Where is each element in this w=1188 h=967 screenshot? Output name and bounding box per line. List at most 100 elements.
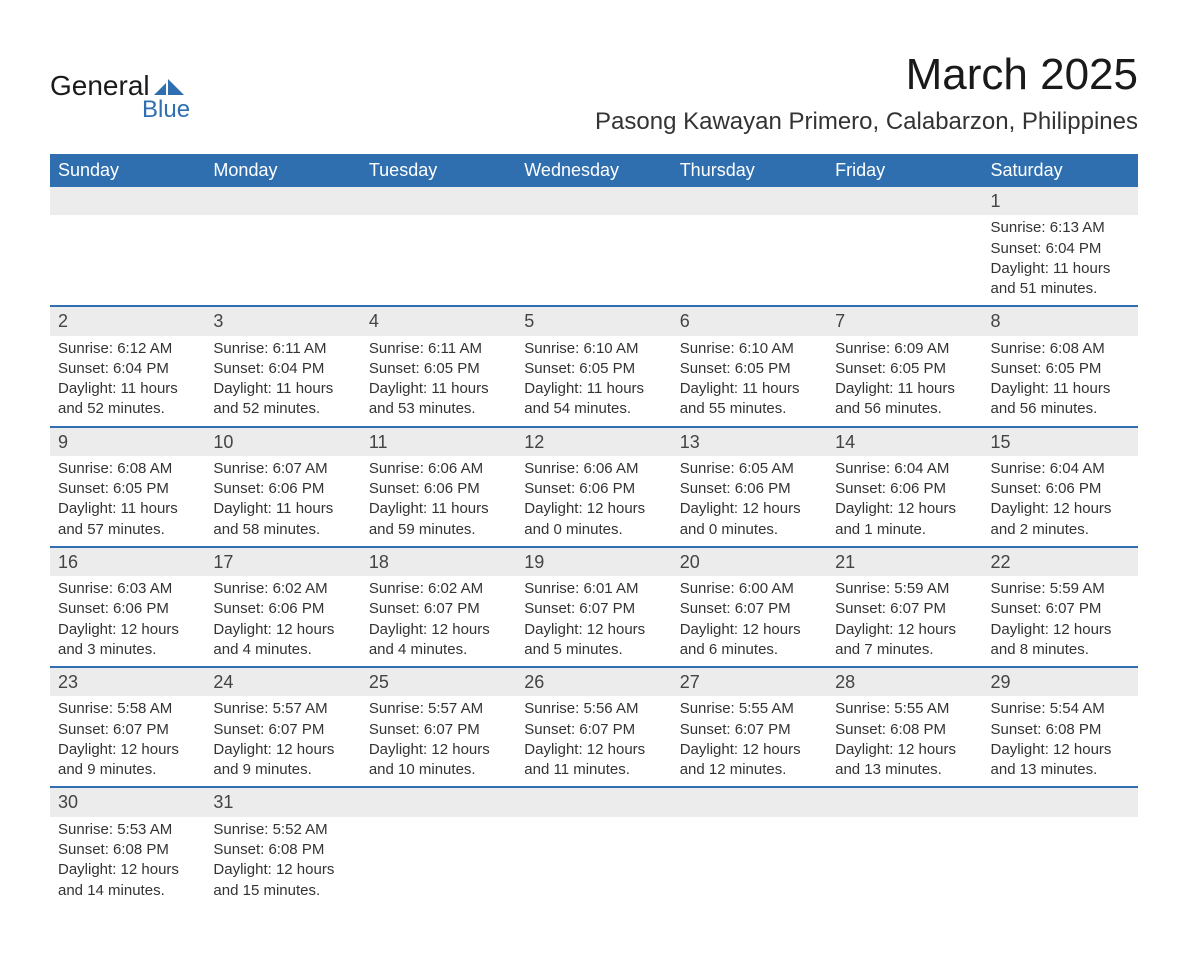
daylight-text-2: and 3 minutes.: [58, 640, 197, 660]
day-number-row: 1: [50, 187, 1138, 215]
day-detail-cell: [205, 215, 360, 306]
sunset-text: Sunset: 6:08 PM: [213, 840, 352, 860]
sunset-text: Sunset: 6:07 PM: [369, 599, 508, 619]
day-detail-row: Sunrise: 6:03 AMSunset: 6:06 PMDaylight:…: [50, 576, 1138, 667]
daylight-text-1: Daylight: 12 hours: [213, 860, 352, 880]
sunset-text: Sunset: 6:06 PM: [524, 479, 663, 499]
daylight-text-1: Daylight: 12 hours: [213, 620, 352, 640]
day-detail-cell: Sunrise: 6:10 AMSunset: 6:05 PMDaylight:…: [672, 336, 827, 427]
day-detail-cell: Sunrise: 6:10 AMSunset: 6:05 PMDaylight:…: [516, 336, 671, 427]
sunset-text: Sunset: 6:08 PM: [991, 720, 1130, 740]
daylight-text-1: Daylight: 12 hours: [369, 740, 508, 760]
day-detail-row: Sunrise: 5:53 AMSunset: 6:08 PMDaylight:…: [50, 817, 1138, 907]
sunrise-text: Sunrise: 6:01 AM: [524, 579, 663, 599]
day-detail-cell: Sunrise: 6:08 AMSunset: 6:05 PMDaylight:…: [983, 336, 1138, 427]
daylight-text-2: and 0 minutes.: [680, 520, 819, 540]
daylight-text-2: and 57 minutes.: [58, 520, 197, 540]
day-number-cell: 24: [205, 667, 360, 696]
sunrise-text: Sunrise: 6:11 AM: [213, 339, 352, 359]
daylight-text-2: and 7 minutes.: [835, 640, 974, 660]
daylight-text-2: and 52 minutes.: [213, 399, 352, 419]
daylight-text-1: Daylight: 12 hours: [835, 620, 974, 640]
day-detail-cell: [983, 817, 1138, 907]
daylight-text-2: and 9 minutes.: [213, 760, 352, 780]
daylight-text-1: Daylight: 12 hours: [991, 499, 1130, 519]
sunset-text: Sunset: 6:08 PM: [58, 840, 197, 860]
daylight-text-2: and 13 minutes.: [835, 760, 974, 780]
daylight-text-2: and 2 minutes.: [991, 520, 1130, 540]
daylight-text-2: and 55 minutes.: [680, 399, 819, 419]
sunset-text: Sunset: 6:07 PM: [680, 720, 819, 740]
sunrise-text: Sunrise: 5:57 AM: [213, 699, 352, 719]
weekday-header: Saturday: [983, 154, 1138, 187]
day-detail-row: Sunrise: 6:12 AMSunset: 6:04 PMDaylight:…: [50, 336, 1138, 427]
daylight-text-1: Daylight: 12 hours: [58, 620, 197, 640]
sunset-text: Sunset: 6:05 PM: [369, 359, 508, 379]
daylight-text-1: Daylight: 12 hours: [680, 620, 819, 640]
weekday-header: Tuesday: [361, 154, 516, 187]
sunset-text: Sunset: 6:04 PM: [213, 359, 352, 379]
day-number-cell: 29: [983, 667, 1138, 696]
day-number-cell: 12: [516, 427, 671, 456]
weekday-header-row: Sunday Monday Tuesday Wednesday Thursday…: [50, 154, 1138, 187]
day-number-cell: [361, 787, 516, 816]
day-number-cell: 10: [205, 427, 360, 456]
day-detail-cell: [516, 817, 671, 907]
day-number-cell: [50, 187, 205, 215]
day-detail-cell: Sunrise: 6:12 AMSunset: 6:04 PMDaylight:…: [50, 336, 205, 427]
day-detail-cell: Sunrise: 5:55 AMSunset: 6:08 PMDaylight:…: [827, 696, 982, 787]
day-number-cell: 14: [827, 427, 982, 456]
title-block: March 2025 Pasong Kawayan Primero, Calab…: [595, 40, 1138, 136]
weekday-header: Wednesday: [516, 154, 671, 187]
sunrise-text: Sunrise: 6:06 AM: [524, 459, 663, 479]
weekday-header: Monday: [205, 154, 360, 187]
daylight-text-2: and 5 minutes.: [524, 640, 663, 660]
daylight-text-1: Daylight: 12 hours: [524, 740, 663, 760]
day-detail-cell: Sunrise: 5:55 AMSunset: 6:07 PMDaylight:…: [672, 696, 827, 787]
daylight-text-1: Daylight: 11 hours: [991, 379, 1130, 399]
daylight-text-2: and 56 minutes.: [991, 399, 1130, 419]
calendar-page: General Blue March 2025 Pasong Kawayan P…: [0, 0, 1188, 967]
daylight-text-2: and 56 minutes.: [835, 399, 974, 419]
calendar-table: Sunday Monday Tuesday Wednesday Thursday…: [50, 154, 1138, 907]
sunrise-text: Sunrise: 5:56 AM: [524, 699, 663, 719]
sunrise-text: Sunrise: 6:06 AM: [369, 459, 508, 479]
day-number-cell: 3: [205, 306, 360, 335]
day-detail-row: Sunrise: 6:08 AMSunset: 6:05 PMDaylight:…: [50, 456, 1138, 547]
daylight-text-1: Daylight: 11 hours: [213, 379, 352, 399]
sunrise-text: Sunrise: 6:04 AM: [991, 459, 1130, 479]
day-number-cell: 18: [361, 547, 516, 576]
day-number-cell: 1: [983, 187, 1138, 215]
sunset-text: Sunset: 6:07 PM: [680, 599, 819, 619]
sunset-text: Sunset: 6:07 PM: [835, 599, 974, 619]
daylight-text-2: and 0 minutes.: [524, 520, 663, 540]
sunrise-text: Sunrise: 5:57 AM: [369, 699, 508, 719]
day-number-cell: [672, 187, 827, 215]
sunrise-text: Sunrise: 6:04 AM: [835, 459, 974, 479]
sunset-text: Sunset: 6:05 PM: [835, 359, 974, 379]
day-number-cell: 11: [361, 427, 516, 456]
daylight-text-2: and 4 minutes.: [213, 640, 352, 660]
day-detail-cell: Sunrise: 5:56 AMSunset: 6:07 PMDaylight:…: [516, 696, 671, 787]
daylight-text-1: Daylight: 12 hours: [213, 740, 352, 760]
sunrise-text: Sunrise: 5:59 AM: [835, 579, 974, 599]
sunrise-text: Sunrise: 6:10 AM: [524, 339, 663, 359]
day-number-cell: 4: [361, 306, 516, 335]
sunrise-text: Sunrise: 6:02 AM: [213, 579, 352, 599]
weekday-header: Thursday: [672, 154, 827, 187]
daylight-text-2: and 10 minutes.: [369, 760, 508, 780]
daylight-text-1: Daylight: 12 hours: [524, 499, 663, 519]
day-detail-cell: Sunrise: 6:11 AMSunset: 6:04 PMDaylight:…: [205, 336, 360, 427]
sunset-text: Sunset: 6:06 PM: [58, 599, 197, 619]
sunset-text: Sunset: 6:06 PM: [835, 479, 974, 499]
day-number-cell: [205, 187, 360, 215]
day-number-row: 2345678: [50, 306, 1138, 335]
sunrise-text: Sunrise: 5:52 AM: [213, 820, 352, 840]
daylight-text-1: Daylight: 11 hours: [58, 379, 197, 399]
day-number-cell: 30: [50, 787, 205, 816]
daylight-text-2: and 6 minutes.: [680, 640, 819, 660]
sunrise-text: Sunrise: 6:05 AM: [680, 459, 819, 479]
daylight-text-2: and 53 minutes.: [369, 399, 508, 419]
day-detail-cell: [361, 817, 516, 907]
sunset-text: Sunset: 6:05 PM: [991, 359, 1130, 379]
